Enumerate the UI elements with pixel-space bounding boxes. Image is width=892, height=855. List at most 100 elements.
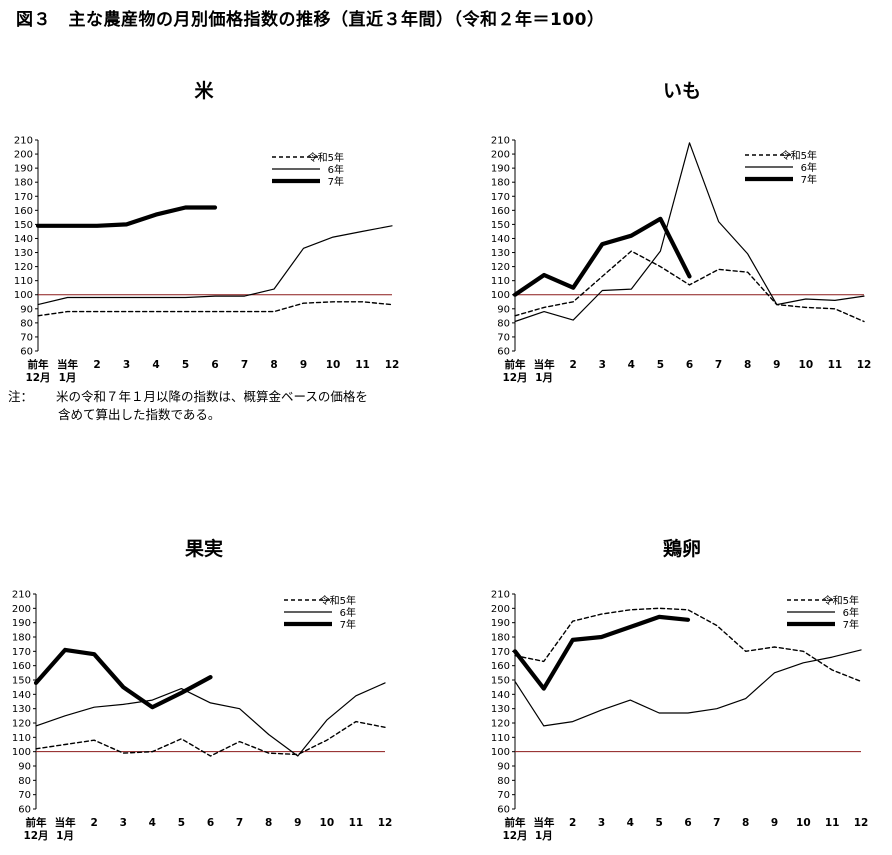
x-tick-label: 9 [773,359,780,371]
y-tick-label: 60 [497,805,510,816]
x-tick-label: 6 [207,817,214,829]
note-label: 注： [8,389,34,404]
x-tick-label: 8 [270,359,277,371]
y-tick-label: 80 [18,776,31,787]
y-tick-label: 130 [12,704,31,715]
x-tick-label: 11 [349,817,364,829]
y-tick-label: 190 [14,164,33,175]
chart-note: 注： 米の令和７年１月以降の指数は、概算金ベースの価格を 含めて算出した指数である… [8,388,368,424]
series-line-thin [35,682,386,757]
y-tick-label: 190 [491,618,510,629]
y-tick-label: 180 [14,178,33,189]
x-tick-label: 4 [152,359,159,371]
x-tick-label: 2 [93,359,100,371]
y-tick-label: 60 [18,805,31,816]
series-line-thick [512,614,691,691]
y-tick-label: 170 [491,192,510,203]
y-tick-label: 130 [491,704,510,715]
y-tick-label: 140 [491,690,510,701]
series-line-thick [35,205,218,228]
chart-panel-potato: 60 70 80 90 100 110 120 130 140 150 160 170 180 190 20… [491,136,871,385]
x-tick-label: 12 [378,817,393,829]
y-tick-label: 140 [491,234,510,245]
y-tick-label: 70 [18,790,31,801]
panel-title-egg: 鶏卵 [662,538,701,560]
x-tick-label: 4 [628,359,635,371]
x-tick-label: 6 [686,359,693,371]
y-tick-label: 100 [14,290,33,301]
y-tick-label: 170 [491,647,510,658]
series-line-thin [514,142,865,323]
x-tick-label: 2 [91,817,98,829]
y-tick-label: 210 [491,136,510,147]
chart-panel-rice: 60 70 80 90 100 110 120 130 140 150 160 170 180 190 20… [14,136,399,385]
x-tick-label: 7 [241,359,248,371]
y-tick-label: 140 [14,234,33,245]
x-tick-label: 9 [771,817,778,829]
x-tick-label: 8 [742,817,749,829]
note-line-2: 含めて算出した指数である。 [58,407,221,422]
x-tick-label: 5 [178,817,185,829]
series-line-dashed [35,720,386,757]
series-line-thin [514,649,862,727]
panel-title-potato: いも [662,80,701,102]
legend-label: 6年 [340,606,356,619]
y-tick-label: 100 [12,747,31,758]
x-tick-label: 4 [627,817,634,829]
y-tick-label: 70 [497,332,510,343]
y-tick-label: 60 [20,347,33,358]
y-tick-label: 160 [12,661,31,672]
y-tick-label: 90 [497,762,510,773]
y-tick-label: 200 [491,150,510,161]
x-tick-label: 11 [828,359,843,371]
x-tick-label: 11 [825,817,840,829]
y-tick-label: 100 [491,290,510,301]
chart-panel-egg: 60 70 80 90 100 110 120 130 140 150 160 170 180 190 20… [491,590,868,843]
legend-label: 6年 [801,161,817,174]
series-line-dashed [514,607,862,683]
y-tick-label: 120 [12,719,31,730]
x-tick-label: 10 [796,817,811,829]
y-tick-label: 110 [14,276,33,287]
y-tick-label: 90 [497,304,510,315]
x-tick-label: 12月 [23,830,48,842]
y-tick-label: 120 [491,719,510,730]
y-tick-label: 130 [491,248,510,259]
y-tick-label: 110 [491,276,510,287]
x-tick-label: 7 [715,359,722,371]
panel-title-rice: 米 [194,80,214,102]
legend-label: 6年 [843,606,859,619]
x-tick-label: 10 [799,359,814,371]
series-line-thin [37,225,393,306]
x-tick-label: 6 [684,817,691,829]
x-tick-label: 12月 [502,830,527,842]
y-tick-label: 190 [12,618,31,629]
y-tick-label: 210 [491,590,510,601]
x-tick-label: 7 [713,817,720,829]
x-tick-label: 10 [326,359,341,371]
x-tick-label: 1月 [56,830,74,842]
y-tick-label: 180 [491,633,510,644]
x-tick-label: 3 [599,359,606,371]
x-tick-label: 1月 [59,372,77,384]
y-tick-label: 100 [491,747,510,758]
y-tick-label: 180 [491,178,510,189]
y-tick-label: 160 [14,206,33,217]
series-line-dashed [514,250,865,323]
y-tick-label: 210 [12,590,31,601]
y-tick-label: 110 [12,733,31,744]
x-tick-label: 当年 [57,358,78,371]
y-tick-label: 90 [20,304,33,315]
x-tick-label: 前年 [505,358,526,371]
x-tick-label: 7 [236,817,243,829]
legend-label: 令和5年 [320,594,356,607]
x-tick-label: 前年 [505,816,526,829]
x-tick-label: 12 [857,359,872,371]
legend-label: 令和5年 [308,151,344,164]
x-tick-label: 当年 [55,816,76,829]
y-tick-label: 160 [491,206,510,217]
panel-title-fruit: 果実 [184,538,223,560]
x-tick-label: 1月 [535,830,553,842]
series-line-thick [33,647,213,710]
x-tick-label: 3 [120,817,127,829]
